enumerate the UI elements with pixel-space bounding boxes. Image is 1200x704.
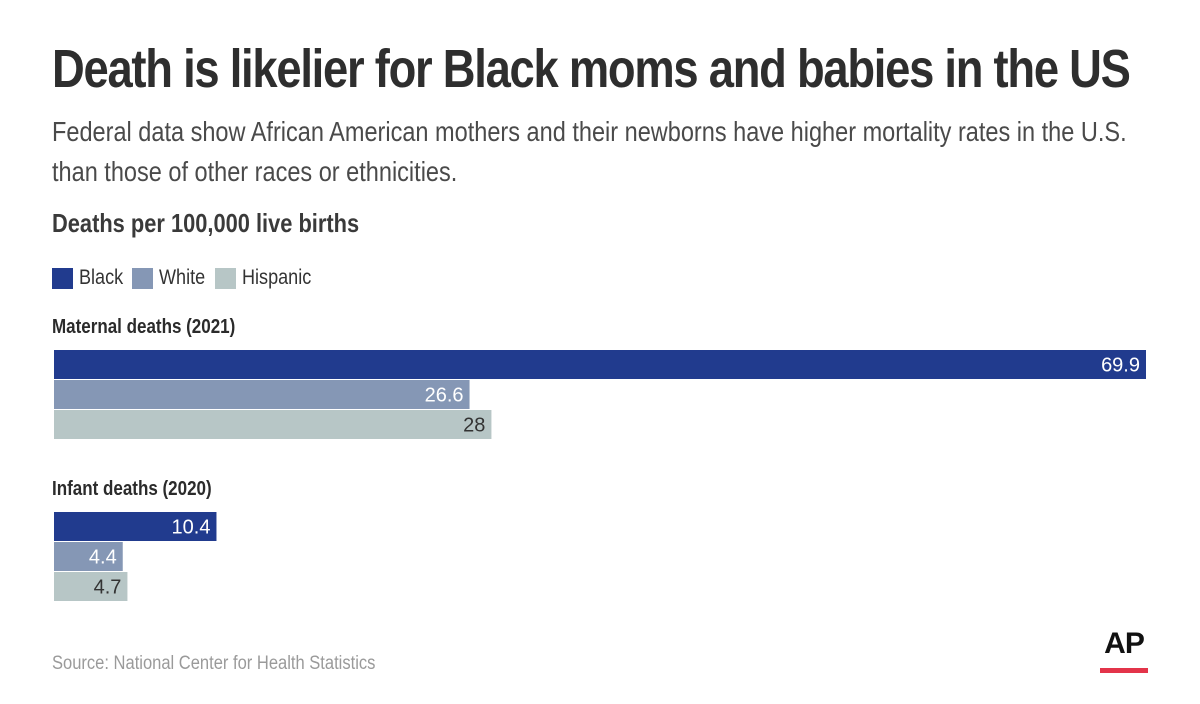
legend-swatch-black [52,267,73,289]
group-title-maternal: Maternal deaths (2021) [52,316,236,338]
bar-hispanic-maternal [54,410,492,439]
value-label-black-maternal: 69.9 [1101,355,1140,377]
value-label-black-infant: 10.4 [172,517,211,539]
legend-swatch-white [132,267,154,289]
legend-label-hispanic: Hispanic [242,266,312,289]
chart-subtitle: Federal data show African American mothe… [52,116,1127,187]
source-note: Source: National Center for Health Stati… [52,653,376,674]
bar-hispanic-infant [54,572,128,601]
value-label-white-infant: 4.4 [89,547,117,569]
bar-black-maternal [54,350,1146,379]
legend-label-black: Black [79,266,124,289]
bar-black-infant [54,512,217,541]
legend-item-white: White [132,266,206,290]
legend-item-black: Black [52,266,124,290]
bar-white-infant [54,542,123,571]
legend: Black White Hispanic [52,266,325,290]
value-label-hispanic-maternal: 28 [463,415,485,437]
bar-white-maternal [54,380,470,409]
chart-title: Death is likelier for Black moms and bab… [52,39,1131,99]
legend-swatch-hispanic [215,267,237,289]
group-title-infant: Infant deaths (2020) [52,478,212,500]
ap-logo-text: AP [1104,627,1145,660]
legend-item-hispanic: Hispanic [215,266,315,290]
units-label: Deaths per 100,000 live births [52,208,360,238]
ap-logo-bar [1100,668,1148,673]
ap-logo: AP [1098,626,1150,676]
value-label-hispanic-infant: 4.7 [94,577,122,599]
value-label-white-maternal: 26.6 [425,385,464,407]
legend-label-white: White [159,266,206,289]
